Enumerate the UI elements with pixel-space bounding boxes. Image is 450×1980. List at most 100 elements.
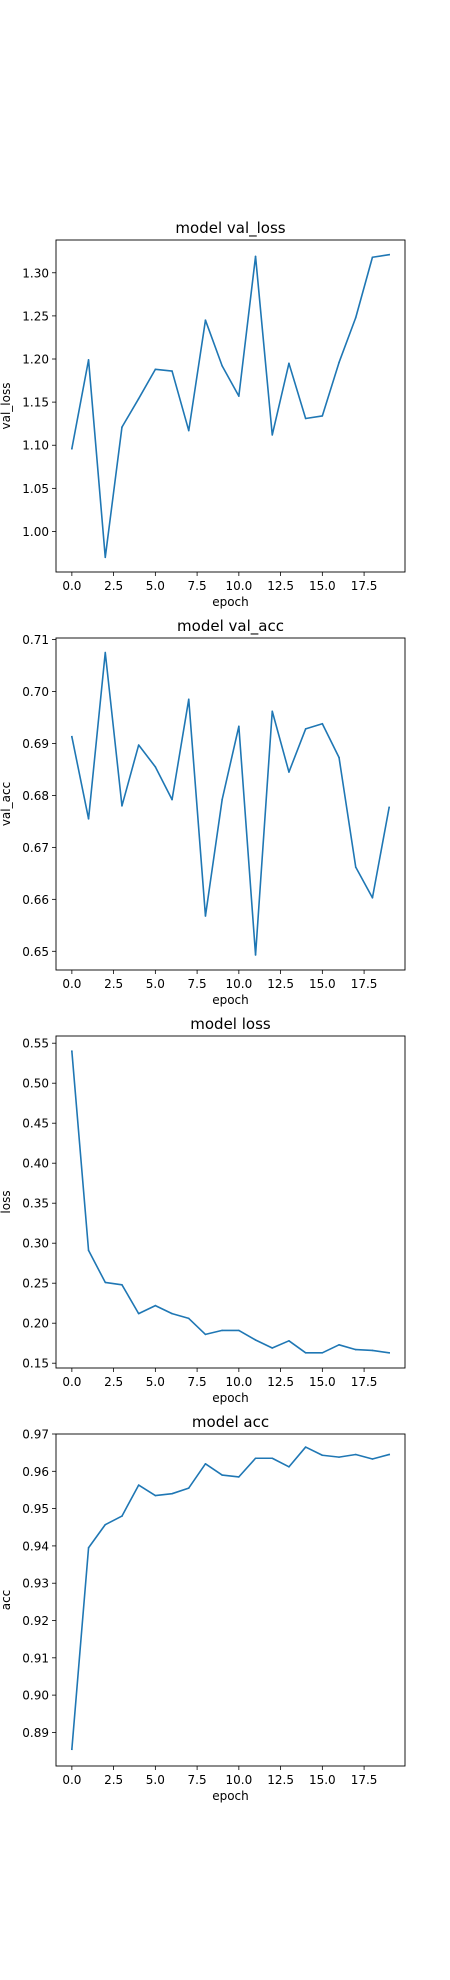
y-tick-label: 0.70 — [22, 685, 49, 699]
data-point — [187, 1487, 190, 1489]
y-tick-label: 0.92 — [22, 1614, 49, 1628]
data-point — [271, 1347, 274, 1349]
x-tick-label: 7.5 — [188, 579, 207, 593]
data-point — [371, 896, 374, 899]
data-point — [121, 1284, 123, 1286]
chart-2: model loss 0.0 2.5 5.0 7.5 10.0 12.5 15.0 17.5 0.… — [0, 1015, 406, 1405]
axes-frame — [55, 637, 406, 971]
y-tick-label: 0.91 — [22, 1651, 49, 1665]
data-point — [204, 915, 207, 917]
x-tick-label: 17.5 — [351, 1375, 378, 1389]
y-tick-label: 0.93 — [22, 1577, 49, 1591]
data-point — [354, 1348, 357, 1351]
data-point — [171, 798, 173, 801]
chart-title: model acc — [192, 1413, 269, 1431]
x-tick-label: 0.0 — [62, 579, 81, 593]
y-axis-label: acc — [0, 1590, 13, 1611]
y-tick-label: 0.65 — [22, 945, 49, 959]
x-tick-label: 2.5 — [104, 1773, 123, 1787]
x-tick-label: 7.5 — [188, 977, 207, 991]
y-tick-label: 0.30 — [22, 1237, 49, 1251]
y-tick-label: 0.50 — [22, 1077, 49, 1091]
y-tick-label: 0.15 — [22, 1357, 49, 1371]
data-point — [338, 1456, 340, 1458]
chart-1: model val_acc 0.0 2.5 5.0 7.5 10.0 12.5 15.0 17.… — [0, 617, 406, 1007]
data-point — [321, 722, 324, 725]
data-point — [221, 1474, 223, 1476]
data-point — [121, 1515, 123, 1517]
data-point — [238, 1476, 240, 1478]
chart-3: model acc 0.0 2.5 5.0 7.5 10.0 12.5 15.0 17.5 0.8… — [0, 1413, 406, 1803]
x-tick-label: 2.5 — [104, 1375, 123, 1389]
data-point — [271, 1457, 274, 1460]
y-tick-label: 0.68 — [22, 789, 49, 803]
y-tick-label: 1.20 — [22, 353, 49, 367]
data-point — [87, 1249, 90, 1252]
data-point — [71, 735, 73, 738]
data-point — [354, 1453, 357, 1456]
y-tick-label: 0.97 — [22, 1428, 49, 1442]
y-tick-label: 0.94 — [22, 1539, 49, 1553]
y-axis-label: val_loss — [0, 383, 13, 430]
y-tick-label: 1.10 — [22, 439, 49, 453]
data-point — [104, 1281, 107, 1284]
data-point — [238, 725, 240, 728]
y-tick-label: 0.25 — [22, 1277, 49, 1291]
data-point — [137, 1312, 140, 1315]
y-tick-label: 0.95 — [22, 1502, 49, 1516]
data-point — [104, 1523, 107, 1526]
chart-title: model loss — [190, 1015, 271, 1033]
x-tick-label: 12.5 — [267, 1773, 294, 1787]
x-tick-label: 10.0 — [225, 977, 252, 991]
data-point — [137, 1484, 140, 1486]
data-point — [204, 1463, 207, 1465]
data-point — [171, 1492, 173, 1495]
data-point — [221, 1329, 223, 1332]
x-tick-label: 7.5 — [188, 1773, 207, 1787]
data-point — [388, 806, 390, 809]
data-point — [304, 1352, 307, 1354]
data-point — [187, 1317, 190, 1320]
y-tick-label: 1.00 — [22, 525, 49, 539]
y-tick-label: 0.45 — [22, 1117, 49, 1131]
data-point — [321, 1352, 324, 1354]
data-point — [321, 1454, 324, 1457]
x-axis-label: epoch — [212, 993, 249, 1007]
x-tick-label: 5.0 — [146, 1375, 165, 1389]
data-point — [254, 255, 257, 258]
data-point — [171, 1312, 173, 1315]
x-tick-label: 10.0 — [225, 1773, 252, 1787]
data-point — [388, 1453, 390, 1456]
data-point — [354, 866, 357, 868]
data-point — [271, 710, 274, 713]
y-tick-label: 0.55 — [22, 1037, 49, 1051]
x-tick-label: 12.5 — [267, 1375, 294, 1389]
data-point — [338, 1344, 340, 1346]
y-tick-label: 1.30 — [22, 266, 49, 280]
data-point — [254, 1457, 257, 1460]
y-tick-label: 1.25 — [22, 309, 49, 323]
y-tick-label: 1.15 — [22, 396, 49, 410]
x-tick-label: 17.5 — [351, 1773, 378, 1787]
y-tick-label: 1.05 — [22, 482, 49, 496]
y-tick-label: 0.67 — [22, 841, 49, 855]
data-point — [204, 1333, 207, 1336]
data-point — [87, 1546, 90, 1549]
data-point — [338, 361, 340, 364]
chart-title: model val_loss — [175, 219, 285, 238]
data-point — [71, 447, 73, 450]
data-point — [154, 368, 157, 371]
y-tick-label: 0.66 — [22, 893, 49, 907]
data-point — [288, 362, 290, 365]
data-point — [154, 1494, 157, 1497]
data-point — [71, 1050, 73, 1052]
data-point — [254, 954, 257, 956]
data-point — [354, 316, 357, 319]
data-point — [304, 1446, 307, 1448]
x-tick-label: 15.0 — [309, 1375, 336, 1389]
data-point — [288, 771, 290, 773]
chart-0: model val_loss 0.0 2.5 5.0 7.5 10.0 12.5 15.0 17… — [0, 219, 406, 609]
data-point — [204, 319, 207, 321]
x-tick-label: 5.0 — [146, 977, 165, 991]
